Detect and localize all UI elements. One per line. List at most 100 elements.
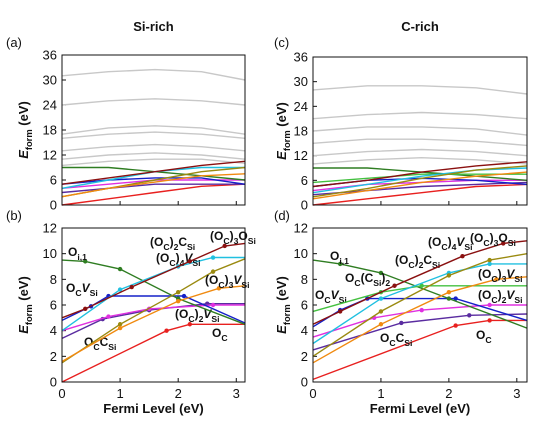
- transition-dot: [210, 269, 216, 274]
- text-part: (O: [478, 267, 491, 281]
- text-part: Si: [373, 278, 381, 288]
- text-part: form: [24, 304, 34, 325]
- x-axis-label: Fermi Level (eV): [103, 401, 203, 416]
- text-part: Si: [514, 274, 522, 284]
- plot-frame: [61, 54, 246, 206]
- series-label: OCCSi: [84, 335, 116, 352]
- transition-dot: [117, 325, 123, 331]
- text-part: C: [221, 333, 227, 343]
- text-part: Si: [192, 258, 200, 268]
- y-tick-label: 18: [43, 123, 57, 138]
- y-tick-label: 12: [43, 148, 57, 163]
- text-part: O: [212, 326, 221, 340]
- text-part: 2: [199, 314, 204, 324]
- text-part: 2: [419, 260, 424, 270]
- text-part: V: [506, 288, 515, 302]
- series-line: [61, 173, 246, 198]
- panel-label: (b): [6, 208, 22, 223]
- text-part: 2: [174, 242, 179, 252]
- text-part: O: [330, 249, 339, 263]
- text-part: 3: [494, 238, 499, 248]
- text-part: 3: [234, 236, 239, 246]
- y-tick-label: 6: [50, 173, 57, 188]
- transition-dot: [83, 259, 88, 264]
- series-line: [312, 313, 528, 351]
- y-tick-label: 6: [301, 173, 308, 188]
- text-part: ): [170, 235, 174, 249]
- x-tick-label: 0: [309, 386, 316, 401]
- y-tick-label: 36: [294, 50, 308, 65]
- transition-dot: [446, 289, 452, 295]
- x-tick-label: 3: [513, 386, 520, 401]
- y-axis-label: Eform (eV): [274, 276, 292, 334]
- series-label: (OC)2VSi: [478, 288, 523, 305]
- y-tick-label: 0: [50, 375, 57, 390]
- y-axis-label: Eform (eV): [16, 276, 34, 334]
- text-part: (O: [210, 229, 223, 243]
- transition-dot: [210, 302, 216, 308]
- transition-dot: [175, 298, 181, 304]
- text-part: C: [178, 235, 187, 249]
- series-label: OC(CSi)2: [345, 271, 390, 288]
- text-part: C: [485, 335, 491, 345]
- series-label: (OC)3VSi: [478, 267, 523, 284]
- transition-dot: [494, 277, 499, 282]
- text-part: Si: [464, 242, 472, 252]
- transition-dot: [181, 293, 187, 299]
- text-part: C: [389, 338, 395, 348]
- plot-frame: [312, 227, 528, 383]
- transition-dot: [106, 314, 111, 319]
- text-part: 4: [452, 242, 457, 252]
- y-tick-label: 0: [301, 375, 308, 390]
- text-part: C: [93, 342, 99, 352]
- text-part: O: [238, 229, 247, 243]
- text-part: C: [423, 253, 432, 267]
- series-line: [312, 171, 528, 200]
- text-part: V: [203, 307, 212, 321]
- text-part: Si: [514, 295, 522, 305]
- series-line: [312, 85, 528, 95]
- text-part: O: [84, 335, 93, 349]
- series-line: [312, 161, 528, 188]
- text-part: V: [456, 235, 465, 249]
- text-part: ): [176, 251, 180, 265]
- text-part: form: [282, 130, 292, 151]
- series-line: [61, 68, 246, 81]
- text-part: E: [16, 150, 31, 159]
- series-label: OCVSi: [315, 288, 347, 305]
- transition-dot: [117, 322, 123, 327]
- column-title: C-rich: [401, 19, 439, 34]
- y-tick-label: 12: [294, 221, 308, 236]
- series-line: [312, 138, 528, 147]
- text-part: Si: [404, 338, 412, 348]
- series-line: [61, 160, 246, 185]
- transition-dot: [501, 241, 506, 246]
- series-label: (OC)2CSi: [395, 253, 440, 270]
- series-line: [61, 125, 246, 135]
- text-part: ): [195, 307, 199, 321]
- text-part: ): [230, 229, 234, 243]
- text-part: C: [408, 260, 414, 270]
- series-label: OC: [212, 326, 228, 343]
- y-tick-label: 0: [301, 198, 308, 213]
- x-tick-label: 3: [233, 386, 240, 401]
- text-part: E: [274, 325, 289, 334]
- x-tick-label: 0: [58, 386, 65, 401]
- text-part: 2: [502, 295, 507, 305]
- text-part: O: [68, 245, 77, 259]
- series-line: [312, 240, 528, 325]
- transition-dot: [129, 284, 134, 290]
- transition-dot: [337, 309, 343, 314]
- transition-dot: [487, 302, 492, 308]
- text-part: 4: [180, 258, 185, 268]
- text-part: V: [184, 251, 193, 265]
- x-axis-label: Fermi Level (eV): [370, 401, 470, 416]
- y-axis-label: Eform (eV): [274, 102, 292, 160]
- text-part: (O: [428, 235, 441, 249]
- transition-dot: [419, 307, 424, 313]
- y-tick-label: 8: [50, 272, 57, 287]
- transition-dot: [175, 289, 181, 295]
- series-line: [61, 242, 246, 319]
- series-line: [61, 323, 245, 383]
- text-part: C: [396, 331, 405, 345]
